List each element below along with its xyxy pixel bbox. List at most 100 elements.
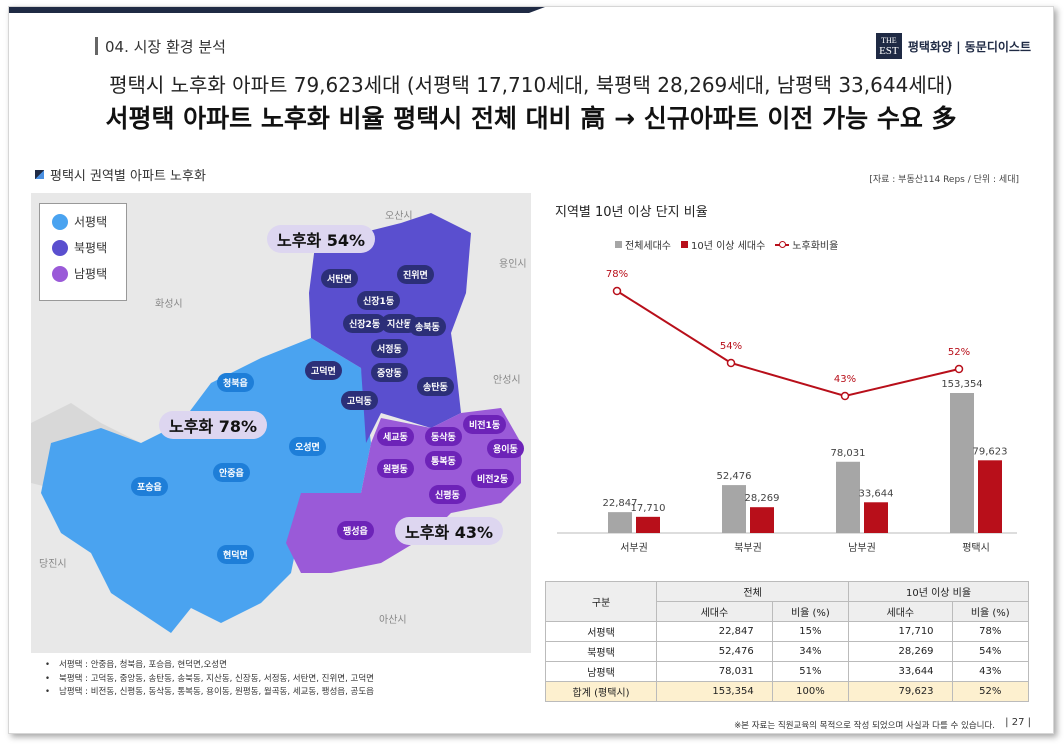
legend-ratio-swatch bbox=[775, 240, 790, 248]
header-old-group: 10년 이상 비율 bbox=[848, 581, 1029, 602]
subheader-households: 세대수 bbox=[656, 601, 773, 622]
row-name: 서평택 bbox=[544, 621, 658, 642]
cell-total: 52,476 bbox=[656, 641, 773, 662]
note-south: • 남평택 : 비전동, 신평동, 동삭동, 통복동, 용이동, 원평동, 월곡동… bbox=[45, 687, 374, 697]
brand-text: 평택화양 | 동문디이스트 bbox=[907, 39, 1031, 54]
note-north-text: 북평택 : 고덕동, 중앙동, 송탄동, 송북동, 지산동, 신장동, 서정동,… bbox=[59, 673, 374, 684]
note-south-text: 남평택 : 비전동, 신평동, 동삭동, 통복동, 용이동, 원평동, 월곡동,… bbox=[59, 687, 374, 697]
city-yongin: 용인시 bbox=[499, 259, 527, 270]
cell-old-pct: 78% bbox=[951, 621, 1030, 642]
legend-west: 서평택 bbox=[52, 213, 126, 230]
ratio-point bbox=[954, 364, 964, 374]
bar-old bbox=[978, 460, 1002, 533]
cell-old: 33,644 bbox=[848, 661, 953, 682]
row-name: 합계 (평택시) bbox=[544, 681, 658, 702]
cell-total-pct: 34% bbox=[771, 641, 850, 662]
legend-old-label: 10년 이상 세대수 bbox=[691, 241, 766, 252]
top-accent-bar bbox=[9, 7, 545, 13]
ratio-point bbox=[840, 391, 850, 401]
brand-logo: THE EST bbox=[875, 33, 902, 59]
ratio-label: 54% bbox=[720, 341, 742, 352]
cell-old: 28,269 bbox=[848, 641, 953, 662]
legend-dot-west bbox=[52, 213, 68, 230]
legend-old-swatch bbox=[681, 241, 688, 248]
ratio-line bbox=[616, 290, 960, 398]
ratio-point bbox=[726, 358, 736, 368]
district-wonpyeong: 원평동 bbox=[377, 459, 414, 478]
cell-old: 17,710 bbox=[848, 621, 953, 642]
subheader-old-households: 세대수 bbox=[848, 601, 953, 622]
headline-sub: 평택시 노후화 아파트 79,623세대 (서평택 17,710세대, 북평택 … bbox=[109, 73, 953, 97]
legend-ratio-label: 노후화비율 bbox=[792, 241, 839, 252]
bubble-north: 노후화 54% bbox=[267, 225, 376, 253]
bar-total bbox=[722, 485, 746, 533]
table-row: 북평택 52,476 34% 28,269 54% bbox=[544, 641, 1030, 662]
cell-total: 22,847 bbox=[656, 621, 773, 642]
district-godeok-myeon: 고덕면 bbox=[305, 361, 342, 380]
bar-old-label: 33,644 bbox=[859, 488, 894, 499]
district-paengseong: 팽성읍 bbox=[337, 521, 374, 540]
bar-old bbox=[636, 516, 660, 533]
bubble-south: 노후화 43% bbox=[395, 517, 504, 545]
source-note: [자료 : 부동산114 Reps / 단위 : 세대] bbox=[869, 175, 1019, 185]
bar-total-label: 22,847 bbox=[603, 498, 638, 509]
category-label: 서부권 bbox=[620, 542, 648, 554]
district-dongsak: 동삭동 bbox=[425, 427, 462, 446]
district-songtan: 송탄동 bbox=[417, 377, 454, 396]
district-poseung: 포승읍 bbox=[131, 477, 168, 496]
cell-total-pct: 15% bbox=[771, 621, 850, 642]
district-yongi: 용이동 bbox=[487, 439, 524, 458]
square-bullet-icon bbox=[35, 170, 44, 179]
bar-total bbox=[608, 512, 632, 533]
table-row: 남평택 78,031 51% 33,644 43% bbox=[544, 661, 1030, 682]
city-anseong: 안성시 bbox=[493, 375, 521, 386]
ratio-label: 43% bbox=[834, 374, 856, 385]
bar-total bbox=[836, 461, 860, 533]
district-godeok-dong: 고덕동 bbox=[341, 391, 378, 410]
district-bijeon1: 비전1동 bbox=[463, 415, 507, 434]
legend-total: 전체세대수 bbox=[615, 237, 671, 252]
district-jisan: 지산동 bbox=[381, 314, 418, 333]
legend-south: 남평택 bbox=[52, 265, 126, 282]
district-seotan: 서탄면 bbox=[321, 269, 358, 288]
region-notes: • 서평택 : 안중읍, 청북읍, 포승읍, 현덕면,오성면 • 북평택 : 고덕동… bbox=[45, 659, 374, 700]
district-jungang: 중앙동 bbox=[371, 363, 408, 382]
legend-total-swatch bbox=[615, 241, 622, 248]
city-osan: 오산시 bbox=[385, 211, 413, 222]
row-name: 남평택 bbox=[544, 661, 658, 682]
district-anjung: 안중읍 bbox=[213, 463, 250, 482]
district-sinjang1: 신장1동 bbox=[357, 291, 401, 310]
bar-total-label: 78,031 bbox=[831, 448, 866, 459]
table-total-row: 합계 (평택시) 153,354 100% 79,623 52% bbox=[544, 681, 1030, 702]
ratio-point bbox=[612, 286, 622, 296]
legend-north: 북평택 bbox=[52, 239, 126, 256]
table-header-row-2: 세대수 비율 (%) 세대수 비율 (%) bbox=[546, 601, 1030, 622]
brand: THE EST 평택화양 | 동문디이스트 bbox=[875, 33, 1031, 59]
bar-old-label: 17,710 bbox=[631, 503, 666, 514]
district-oseong: 오성면 bbox=[289, 437, 326, 456]
district-segyo: 세교동 bbox=[377, 427, 414, 446]
map-legend: 서평택 북평택 남평택 bbox=[39, 203, 127, 301]
note-west: • 서평택 : 안중읍, 청북읍, 포승읍, 현덕면,오성면 bbox=[45, 660, 227, 670]
district-cheongbuk: 청북읍 bbox=[217, 373, 254, 392]
chart-title: 지역별 10년 이상 단지 비율 bbox=[555, 205, 708, 220]
ratio-label: 52% bbox=[948, 347, 970, 358]
note-north: • 북평택 : 고덕동, 중앙동, 송탄동, 송북동, 지산동, 신장동, 서정동… bbox=[45, 673, 374, 684]
district-tongbok: 통복동 bbox=[425, 451, 462, 470]
district-bijeon2: 비전2동 bbox=[471, 469, 515, 488]
footer-note: ※본 자료는 직원교육의 목적으로 작성 되었으며 사실과 다를 수 있습니다. bbox=[734, 721, 995, 731]
region-map: 서평택 북평택 남평택 노후화 54% 노후화 78% 노후화 43% 오산시 … bbox=[31, 193, 531, 653]
section-marker bbox=[95, 37, 98, 55]
cell-total: 78,031 bbox=[656, 661, 773, 682]
slide-frame: 04. 시장 환경 분석 THE EST 평택화양 | 동문디이스트 평택시 노… bbox=[8, 6, 1054, 734]
district-sinjang2: 신장2동 bbox=[343, 314, 387, 333]
brand-logo-main: EST bbox=[879, 45, 899, 57]
legend-label-south: 남평택 bbox=[74, 267, 108, 281]
district-sinpyeong: 신평동 bbox=[429, 485, 466, 504]
legend-ratio: 노후화비율 bbox=[775, 237, 838, 252]
bar-old bbox=[750, 507, 774, 533]
city-dangjin: 당진시 bbox=[39, 559, 67, 570]
map-title-text: 평택시 권역별 아파트 노후화 bbox=[50, 169, 206, 184]
table-row: 서평택 22,847 15% 17,710 78% bbox=[544, 621, 1030, 642]
